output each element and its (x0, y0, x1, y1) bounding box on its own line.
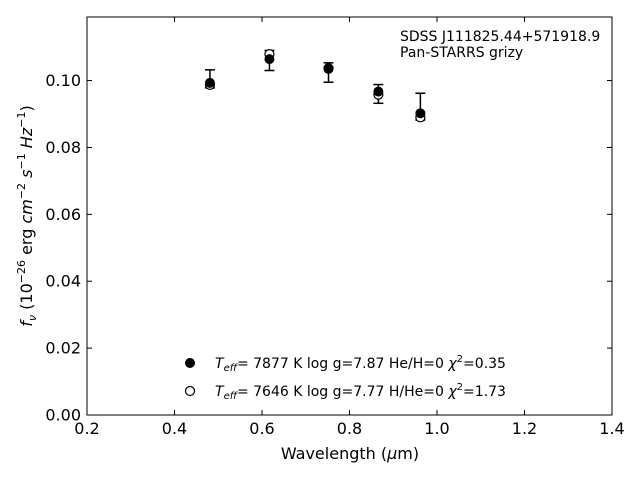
y-tick-label: 0.08 (45, 138, 81, 157)
x-tick-label: 1.4 (599, 419, 624, 438)
data-marks (204, 49, 426, 123)
model-point-filled (204, 77, 215, 88)
y-tick-label: 0.06 (45, 205, 81, 224)
y-tick-label: 0.00 (45, 406, 81, 425)
legend-marker-filled (185, 358, 195, 368)
legend-entry-2: Teff= 7646 K log g=7.77 H/He=0 χ2=1.73 (215, 382, 506, 402)
y-tick-label: 0.10 (45, 71, 81, 90)
x-tick-label: 0.8 (337, 419, 362, 438)
y-axis-label: fν (10−26 erg cm−2 s−1 Hz−1) (15, 105, 39, 326)
x-tick-label: 0.6 (249, 419, 274, 438)
x-tick-label: 1.2 (512, 419, 537, 438)
legend-entry-1: Teff= 7877 K log g=7.87 He/H=0 χ2=0.35 (215, 354, 506, 374)
legend-marker-open (184, 385, 196, 397)
x-tick-label: 1.0 (424, 419, 449, 438)
model-point-filled (373, 86, 384, 97)
x-axis-label: Wavelength (μm) (281, 444, 419, 463)
annotation-object-name: SDSS J111825.44+571918.9 (400, 29, 600, 45)
legend: Teff= 7877 K log g=7.87 He/H=0 χ2=0.35 T… (184, 354, 506, 402)
axis-ticks: 0.2 0.4 0.6 0.8 1.0 1.2 1.4 0.00 0.02 0.04 0.06 0.0… (45, 17, 625, 438)
model-point-filled (264, 54, 275, 65)
x-tick-label: 0.2 (74, 419, 99, 438)
annotation-survey: Pan-STARRS grizy (400, 45, 523, 61)
model-point-filled (323, 63, 334, 74)
y-tick-label: 0.02 (45, 339, 81, 358)
model-point-filled (415, 108, 426, 119)
y-tick-label: 0.04 (45, 272, 81, 291)
x-tick-label: 0.4 (162, 419, 187, 438)
